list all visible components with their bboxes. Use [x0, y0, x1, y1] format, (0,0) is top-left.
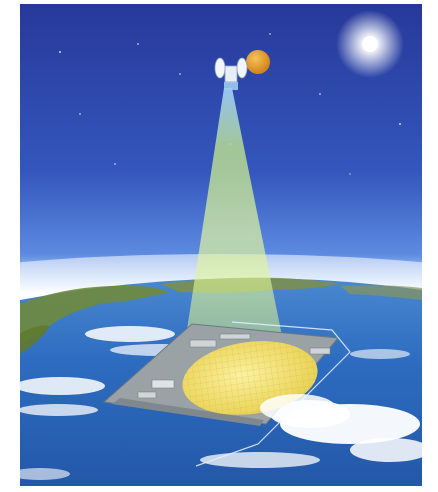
building [189, 339, 217, 348]
microwave-beam [186, 88, 282, 336]
satellite-dish [214, 57, 226, 79]
satellite-transmitter [224, 82, 238, 90]
space-solar-power-illustration [20, 4, 422, 486]
moon [246, 50, 270, 74]
sun [362, 36, 378, 52]
building [219, 333, 251, 340]
satellite [214, 57, 248, 90]
building [137, 391, 157, 399]
foreground-cloud [260, 394, 336, 422]
building [309, 347, 331, 355]
site-boundary [195, 321, 351, 467]
stars [59, 33, 401, 175]
satellite-panel [236, 57, 248, 79]
building [151, 379, 175, 389]
illustration-frame [20, 4, 422, 486]
